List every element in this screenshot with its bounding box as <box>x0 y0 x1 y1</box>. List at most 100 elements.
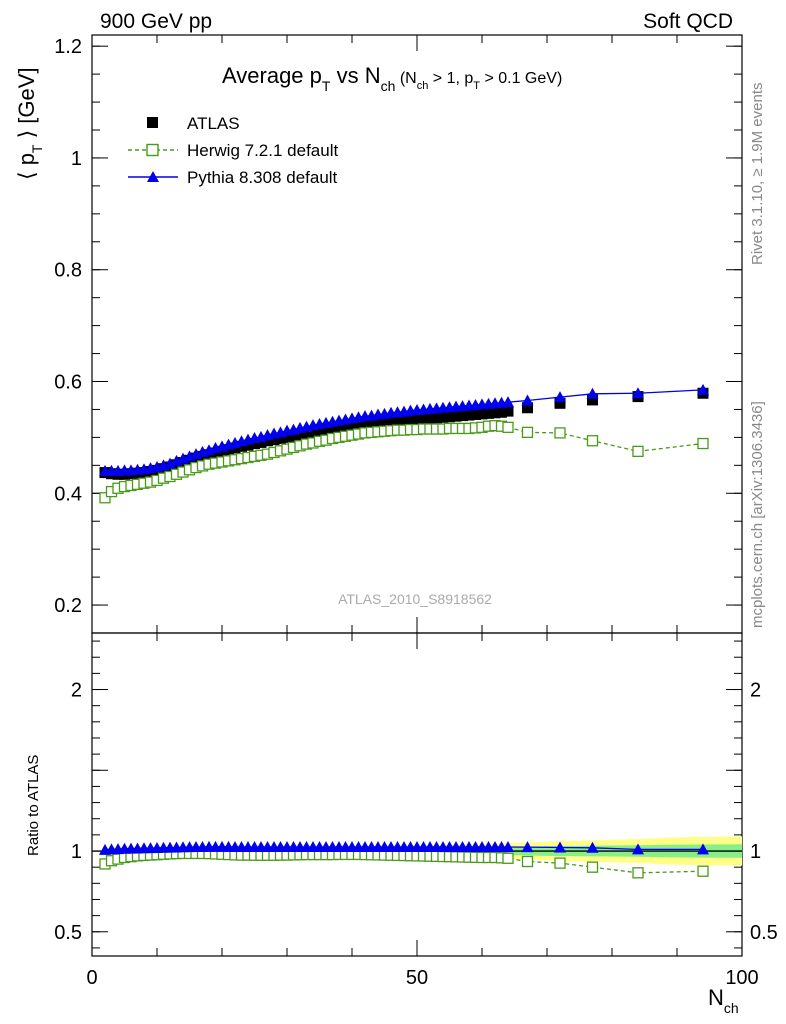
herwig-point <box>632 445 644 458</box>
pythia-point <box>521 394 534 406</box>
title-cond-2: > 1, p <box>428 70 473 87</box>
atlas-point <box>333 423 345 435</box>
legend: ATLAS Herwig 7.2.1 default Pythia 8.308 … <box>128 114 338 187</box>
atlas-point <box>216 445 228 457</box>
herwig-ratio-point <box>586 861 599 873</box>
x-axis-label: Nch <box>708 985 739 1016</box>
legend-marker-herwig <box>146 143 159 157</box>
header-left: 900 GeV pp <box>100 10 212 33</box>
pythia-ratio-point <box>554 841 566 853</box>
atlas-point <box>314 426 325 438</box>
analysis-watermark: ATLAS_2010_S8918562 <box>338 591 492 607</box>
atlas-point <box>437 411 449 423</box>
atlas-point <box>587 394 598 406</box>
atlas-point <box>398 415 410 427</box>
atlas-point <box>249 438 260 450</box>
pythia-point <box>586 387 599 399</box>
atlas-point <box>457 410 468 422</box>
atlas-point <box>262 435 273 447</box>
atlas-point <box>301 428 312 440</box>
main-y-tick-label: 0.6 <box>54 372 82 394</box>
atlas-point <box>268 434 280 446</box>
pythia-ratio-point <box>586 841 599 853</box>
atlas-point <box>281 431 293 443</box>
herwig-ratio-point <box>502 852 514 864</box>
atlas-point <box>502 405 514 417</box>
xlabel-main: N <box>708 985 724 1010</box>
main-axis-ticks: 0.2 0.4 0.6 0.8 1 1.2 <box>54 35 743 634</box>
ratio-y-tick-label: 1 <box>71 841 82 863</box>
atlas-point <box>405 415 416 427</box>
pythia-point <box>554 391 566 403</box>
atlas-point <box>431 412 442 424</box>
herwig-ratio-point <box>554 857 566 869</box>
atlas-point <box>242 439 254 451</box>
mcplots-label: mcplots.cern.ch [arXiv:1306.3436] <box>749 401 766 628</box>
main-y-tick-label: 0.4 <box>54 483 82 505</box>
pythia-point <box>697 383 709 395</box>
herwig-point <box>554 427 566 439</box>
ratio-y-tick-label: 0.5 <box>54 922 82 944</box>
legend-label-herwig: Herwig 7.2.1 default <box>187 141 338 160</box>
ratio-y-tick-label-right: 1 <box>750 841 761 863</box>
atlas-point <box>327 424 338 436</box>
pythia-ratio-point <box>697 843 709 855</box>
atlas-point <box>385 416 397 428</box>
ratio-y-tick-label: 2 <box>71 680 82 702</box>
rivet-label: Rivet 3.1.10, ≥ 1.9M events <box>749 83 766 266</box>
ratio-y-tick-label-right: 2 <box>750 680 761 702</box>
atlas-point <box>275 433 286 445</box>
atlas-point <box>418 413 429 425</box>
herwig-ratio-point <box>697 865 709 877</box>
atlas-point <box>340 422 351 434</box>
main-series <box>99 383 709 504</box>
atlas-point <box>307 427 319 439</box>
x-tick-label: 50 <box>406 967 428 989</box>
herwig-point <box>502 421 514 433</box>
atlas-point <box>463 409 475 421</box>
atlas-point <box>444 411 455 423</box>
herwig-point <box>99 492 111 504</box>
title-sub-t: T <box>322 78 331 94</box>
x-tick-label: 100 <box>725 967 758 989</box>
pythia-ratio-point <box>521 841 534 853</box>
atlas-point <box>288 430 299 442</box>
herwig-point <box>521 426 534 439</box>
atlas-point <box>294 429 306 441</box>
title-vs: vs N <box>330 63 380 88</box>
legend-label-atlas: ATLAS <box>187 114 240 133</box>
ylabel-close: ⟩ [GeV] <box>14 67 39 144</box>
x-tick-label: 0 <box>86 967 97 989</box>
main-y-tick-label: 0.8 <box>54 260 82 282</box>
atlas-point <box>320 425 332 437</box>
ylabel-open: ⟨ p <box>14 153 39 180</box>
atlas-point <box>522 402 533 414</box>
legend-marker-pythia <box>147 171 159 182</box>
atlas-point <box>255 436 267 448</box>
herwig-ratio-point <box>521 855 534 868</box>
atlas-point <box>379 417 390 429</box>
ratio-y-axis-label: Ratio to ATLAS <box>25 755 42 856</box>
atlas-point <box>483 407 494 419</box>
legend-marker-atlas <box>147 117 158 128</box>
herwig-point <box>697 437 709 450</box>
ratio-series <box>99 840 709 879</box>
header-right: Soft QCD <box>643 10 733 33</box>
herwig-ratio-point <box>632 867 644 879</box>
atlas-point <box>346 421 358 433</box>
atlas-point <box>236 440 247 452</box>
atlas-point <box>353 420 364 432</box>
atlas-point <box>476 408 488 420</box>
atlas-point <box>392 416 403 428</box>
atlas-point <box>411 414 423 426</box>
atlas-point <box>489 407 501 419</box>
pythia-ratio-point <box>632 843 644 855</box>
plot-title: Average pT vs Nch (Nch > 1, pT > 0.1 GeV… <box>222 63 562 94</box>
atlas-point <box>424 412 436 424</box>
atlas-point <box>554 397 566 409</box>
title-sub-ch: ch <box>381 78 396 94</box>
atlas-point <box>210 447 221 459</box>
ratio-y-tick-label-right: 0.5 <box>750 922 778 944</box>
xlabel-sub: ch <box>724 1000 739 1016</box>
atlas-point <box>359 420 371 432</box>
